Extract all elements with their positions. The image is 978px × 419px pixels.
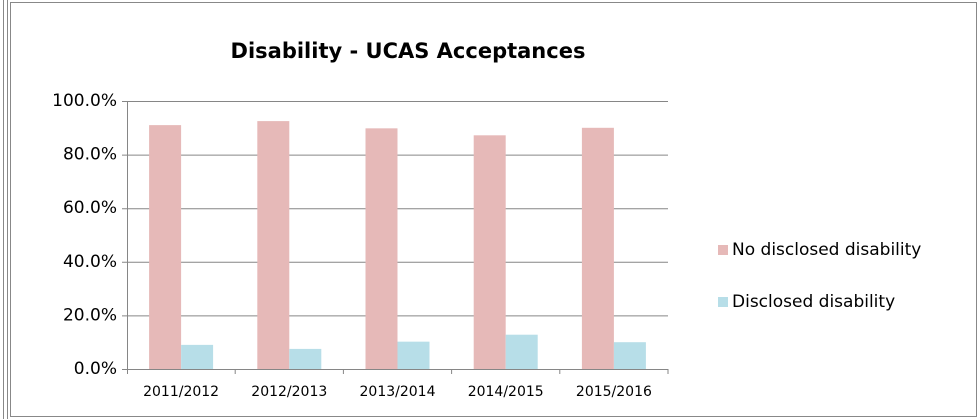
chart-title: Disability - UCAS Acceptances [231, 39, 586, 63]
bar [473, 135, 506, 369]
bar [149, 125, 182, 370]
bar [505, 334, 538, 369]
x-tick-label: 2013/2014 [360, 384, 436, 400]
bar [181, 344, 214, 369]
y-tick-label: 80.0% [63, 145, 117, 165]
y-tick-label: 60.0% [63, 198, 117, 218]
y-tick-label: 40.0% [63, 252, 117, 272]
y-tick-label: 20.0% [63, 305, 117, 325]
legend-label: Disclosed disability [732, 292, 895, 312]
x-tick-label: 2011/2012 [143, 384, 219, 400]
legend-label: No disclosed disability [732, 240, 921, 260]
legend-swatch [718, 245, 728, 255]
bar [581, 127, 614, 369]
bar [397, 341, 430, 369]
y-tick-label: 100.0% [52, 91, 117, 111]
x-tick-label: 2012/2013 [251, 384, 327, 400]
bar [613, 342, 646, 369]
x-tick-label: 2014/2015 [468, 384, 544, 400]
y-tick-label: 0.0% [74, 359, 117, 379]
legend-swatch [718, 297, 728, 307]
x-tick-label: 2015/2016 [576, 384, 652, 400]
bar [289, 348, 322, 369]
bar [257, 121, 290, 369]
bar [365, 128, 398, 369]
